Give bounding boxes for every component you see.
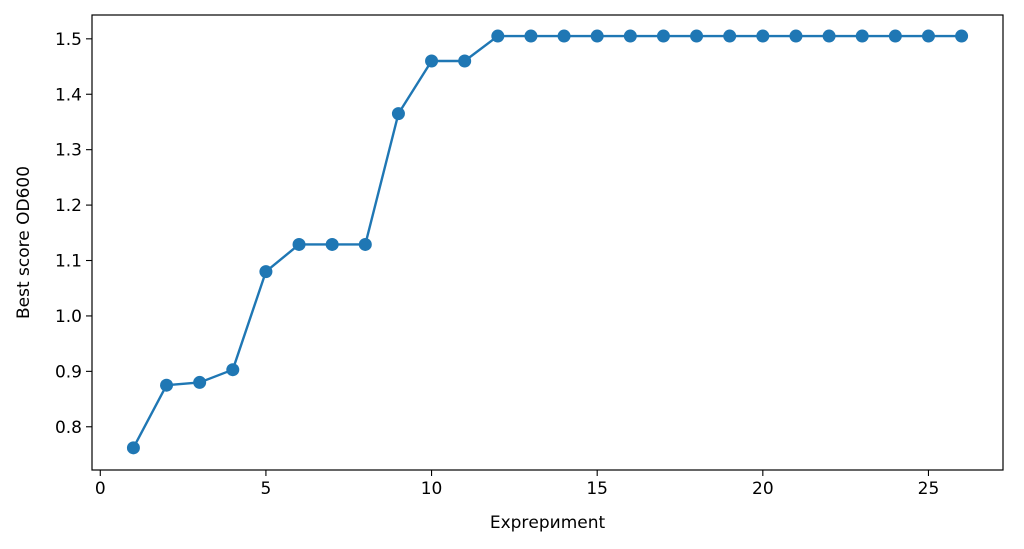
x-tick-label: 20 xyxy=(752,479,774,499)
y-tick-label: 1.0 xyxy=(55,307,82,327)
y-tick-label: 1.4 xyxy=(55,85,82,105)
y-tick-label: 1.1 xyxy=(55,252,82,272)
data-point xyxy=(259,265,273,279)
y-tick-label: 1.5 xyxy=(55,30,82,50)
y-axis-label: Best score OD600 xyxy=(14,166,34,319)
data-point xyxy=(723,29,737,43)
data-point xyxy=(524,29,538,43)
y-axis-ticks: 0.8 0.9 1.0 1.1 1.2 1.3 1.4 1.5 xyxy=(55,30,92,438)
data-point xyxy=(789,29,803,43)
data-point xyxy=(193,375,207,389)
data-point xyxy=(623,29,637,43)
data-point xyxy=(325,237,339,251)
y-tick-label: 1.3 xyxy=(55,141,82,161)
x-tick-label: 5 xyxy=(261,479,272,499)
x-axis-ticks: 0 5 10 15 20 25 xyxy=(95,470,939,499)
y-tick-label: 1.2 xyxy=(55,196,82,216)
data-point xyxy=(491,29,505,43)
plot-area xyxy=(126,29,969,455)
data-point xyxy=(358,237,372,251)
data-point xyxy=(126,441,140,455)
data-point xyxy=(590,29,604,43)
y-tick-label: 0.9 xyxy=(55,362,82,382)
data-point xyxy=(458,54,472,68)
y-tick-label: 0.8 xyxy=(55,418,82,438)
data-point xyxy=(391,107,405,121)
data-point xyxy=(226,363,240,377)
plot-frame xyxy=(91,14,1004,471)
x-tick-label: 0 xyxy=(95,479,106,499)
data-point xyxy=(822,29,836,43)
data-point xyxy=(656,29,670,43)
series-line xyxy=(132,34,962,449)
data-point xyxy=(888,29,902,43)
data-point xyxy=(690,29,704,43)
x-tick-label: 15 xyxy=(586,479,608,499)
data-point xyxy=(756,29,770,43)
x-tick-label: 25 xyxy=(918,479,940,499)
data-point xyxy=(425,54,439,68)
data-point xyxy=(557,29,571,43)
x-tick-label: 10 xyxy=(421,479,443,499)
data-point xyxy=(955,29,969,43)
data-point xyxy=(160,378,174,392)
x-axis-label: Exprериment xyxy=(490,513,606,533)
data-point xyxy=(855,29,869,43)
data-point xyxy=(292,237,306,251)
data-point xyxy=(921,29,935,43)
